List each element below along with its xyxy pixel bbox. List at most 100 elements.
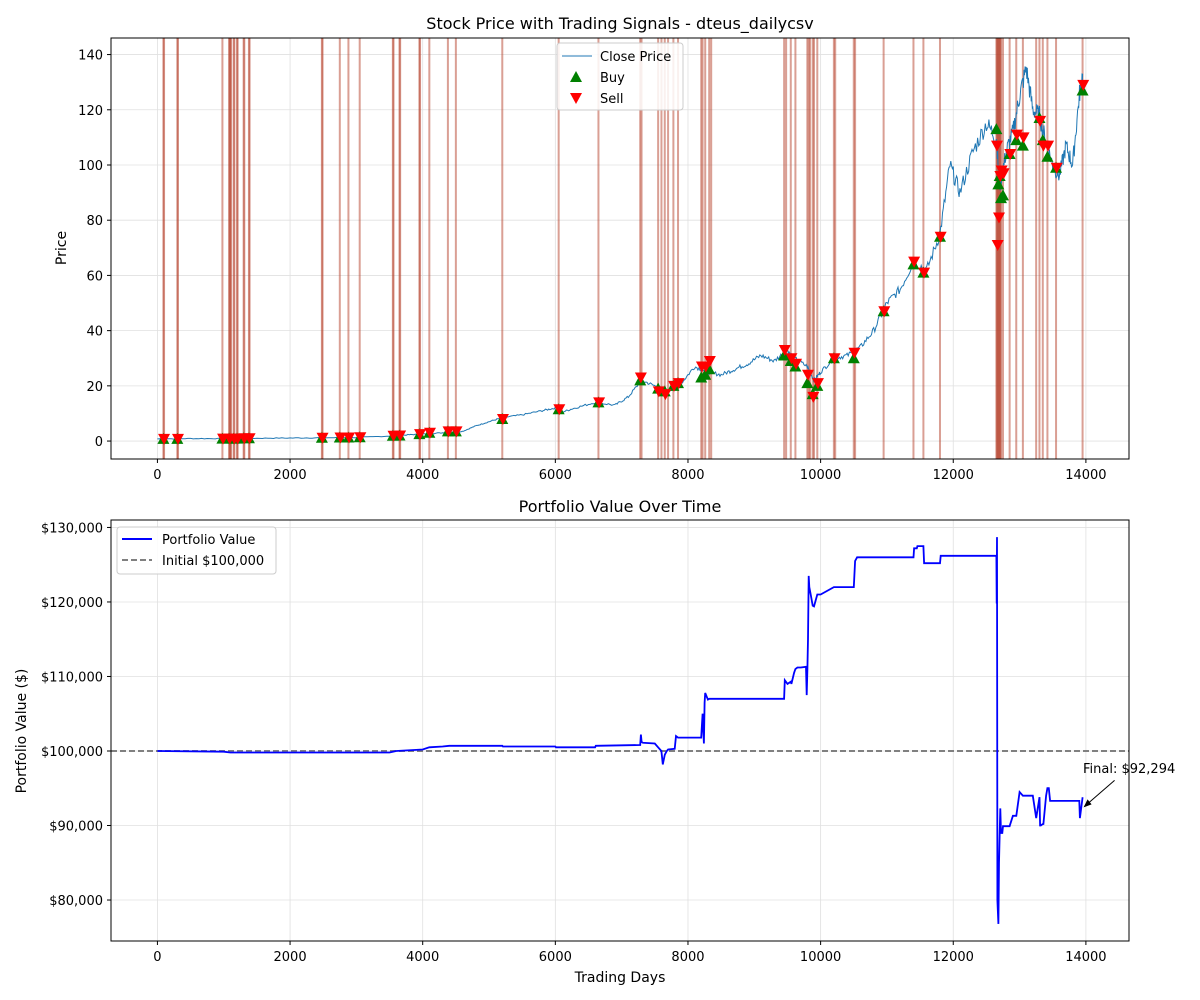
buy-marker [1010, 134, 1023, 146]
buy-marker [996, 189, 1009, 201]
sell-marker [158, 433, 171, 445]
buy-marker [699, 368, 712, 380]
y-tick-label: $90,000 [49, 820, 103, 835]
portfolio-chart-legend: Portfolio Value Initial $100,000 [116, 526, 277, 575]
y-tick-label: $100,000 [41, 745, 103, 760]
sell-marker [171, 433, 184, 445]
sell-marker [918, 267, 931, 279]
sell-marker [848, 347, 861, 359]
y-tick-label: 20 [86, 380, 103, 395]
portfolio-chart-x-label: Trading Days [574, 970, 666, 986]
final-value-label: Final: $92,294 [1083, 762, 1175, 777]
sell-marker [991, 240, 1004, 252]
price-chart-legend: Close Price Buy Sell [556, 42, 684, 111]
portfolio-chart-y-axis: $80,000 $90,000 $100,000 $110,000 $120,000 $1… [41, 521, 111, 909]
portfolio-chart-title: Portfolio Value Over Time [519, 497, 722, 516]
price-series [157, 66, 1084, 440]
y-tick-label: $80,000 [49, 894, 103, 909]
sell-marker [423, 427, 436, 439]
final-value-annotation: Final: $92,294 [1083, 762, 1175, 808]
legend-close-price-label: Close Price [600, 50, 671, 65]
sell-marker [450, 426, 463, 438]
sell-marker [593, 397, 606, 409]
sell-marker [828, 353, 841, 365]
x-tick-label: 6000 [539, 468, 572, 483]
sell-marker [934, 231, 947, 243]
buy-marker [801, 377, 814, 389]
legend-initial-value-label: Initial $100,000 [162, 554, 264, 569]
sell-marker [316, 432, 329, 444]
portfolio-value-line [157, 537, 1084, 924]
sell-marker [394, 430, 407, 442]
x-tick-label: 2000 [274, 468, 307, 483]
x-tick-label: 14000 [1065, 468, 1106, 483]
sell-marker [442, 426, 455, 438]
sell-marker [672, 378, 685, 390]
signal-lines [162, 38, 1084, 459]
legend-sell-label: Sell [600, 92, 623, 107]
sell-marker [553, 404, 566, 416]
x-tick-label: 4000 [406, 950, 439, 965]
buy-marker [990, 123, 1003, 135]
sell-marker [991, 140, 1004, 152]
sell-marker [878, 306, 891, 318]
x-tick-label: 12000 [933, 468, 974, 483]
price-chart-frame [110, 37, 1130, 460]
sell-marker [993, 212, 1006, 224]
y-tick-label: 0 [95, 435, 103, 450]
x-tick-label: 0 [153, 468, 161, 483]
y-tick-label: 120 [78, 104, 103, 119]
sell-marker [652, 386, 665, 398]
sell-marker [785, 353, 798, 365]
sell-marker [343, 432, 356, 444]
y-tick-label: $120,000 [41, 596, 103, 611]
buy-marker [1016, 139, 1029, 151]
sell-marker [790, 358, 803, 370]
x-tick-label: 14000 [1065, 950, 1106, 965]
sell-marker [811, 378, 824, 390]
legend-box [556, 42, 684, 111]
sell-marker [997, 168, 1010, 180]
buy-marker [778, 349, 791, 361]
x-tick-label: 6000 [539, 950, 572, 965]
sell-marker [1034, 115, 1047, 127]
price-chart-y-label: Price [54, 231, 70, 265]
y-tick-label: $130,000 [41, 521, 103, 536]
buy-marker [847, 352, 860, 364]
sell-marker [243, 433, 256, 445]
price-chart-grid [111, 38, 1129, 459]
portfolio-chart-x-axis: 0 2000 4000 6000 8000 10000 12000 14000 [153, 941, 1107, 965]
sell-marker [334, 432, 347, 444]
buy-marker [992, 178, 1005, 190]
portfolio-chart: Portfolio Value Over Time 0 2000 4000 6000 8… [14, 497, 1175, 986]
sell-marker [1010, 129, 1023, 141]
x-tick-label: 8000 [671, 950, 704, 965]
close-price-line [157, 66, 1084, 440]
sell-marker [1050, 162, 1063, 174]
sell-marker [1004, 148, 1017, 160]
legend-sell-marker [570, 93, 582, 104]
buy-marker [1076, 84, 1089, 96]
portfolio-chart-y-label: Portfolio Value ($) [14, 669, 30, 794]
y-tick-label: $110,000 [41, 670, 103, 685]
sell-marker [496, 413, 509, 425]
legend-portfolio-value-label: Portfolio Value [162, 533, 255, 548]
buy-marker [1041, 150, 1054, 162]
x-tick-label: 2000 [274, 950, 307, 965]
sell-marker [908, 256, 921, 268]
sell-marker [1017, 132, 1030, 144]
price-chart-x-axis: 0 2000 4000 6000 8000 10000 12000 14000 [153, 459, 1107, 483]
sell-marker [778, 344, 791, 356]
sell-marker [1077, 79, 1090, 91]
y-tick-label: 40 [86, 325, 103, 340]
y-tick-label: 60 [86, 269, 103, 284]
portfolio-series [111, 537, 1129, 924]
price-chart: Stock Price with Trading Signals - dteus… [54, 14, 1130, 483]
x-tick-label: 10000 [800, 468, 841, 483]
portfolio-chart-frame [110, 519, 1130, 942]
sell-marker [634, 372, 647, 384]
price-chart-y-axis: 0 20 40 60 80 100 120 140 [78, 49, 111, 450]
x-tick-label: 12000 [933, 950, 974, 965]
sell-marker [703, 355, 716, 367]
